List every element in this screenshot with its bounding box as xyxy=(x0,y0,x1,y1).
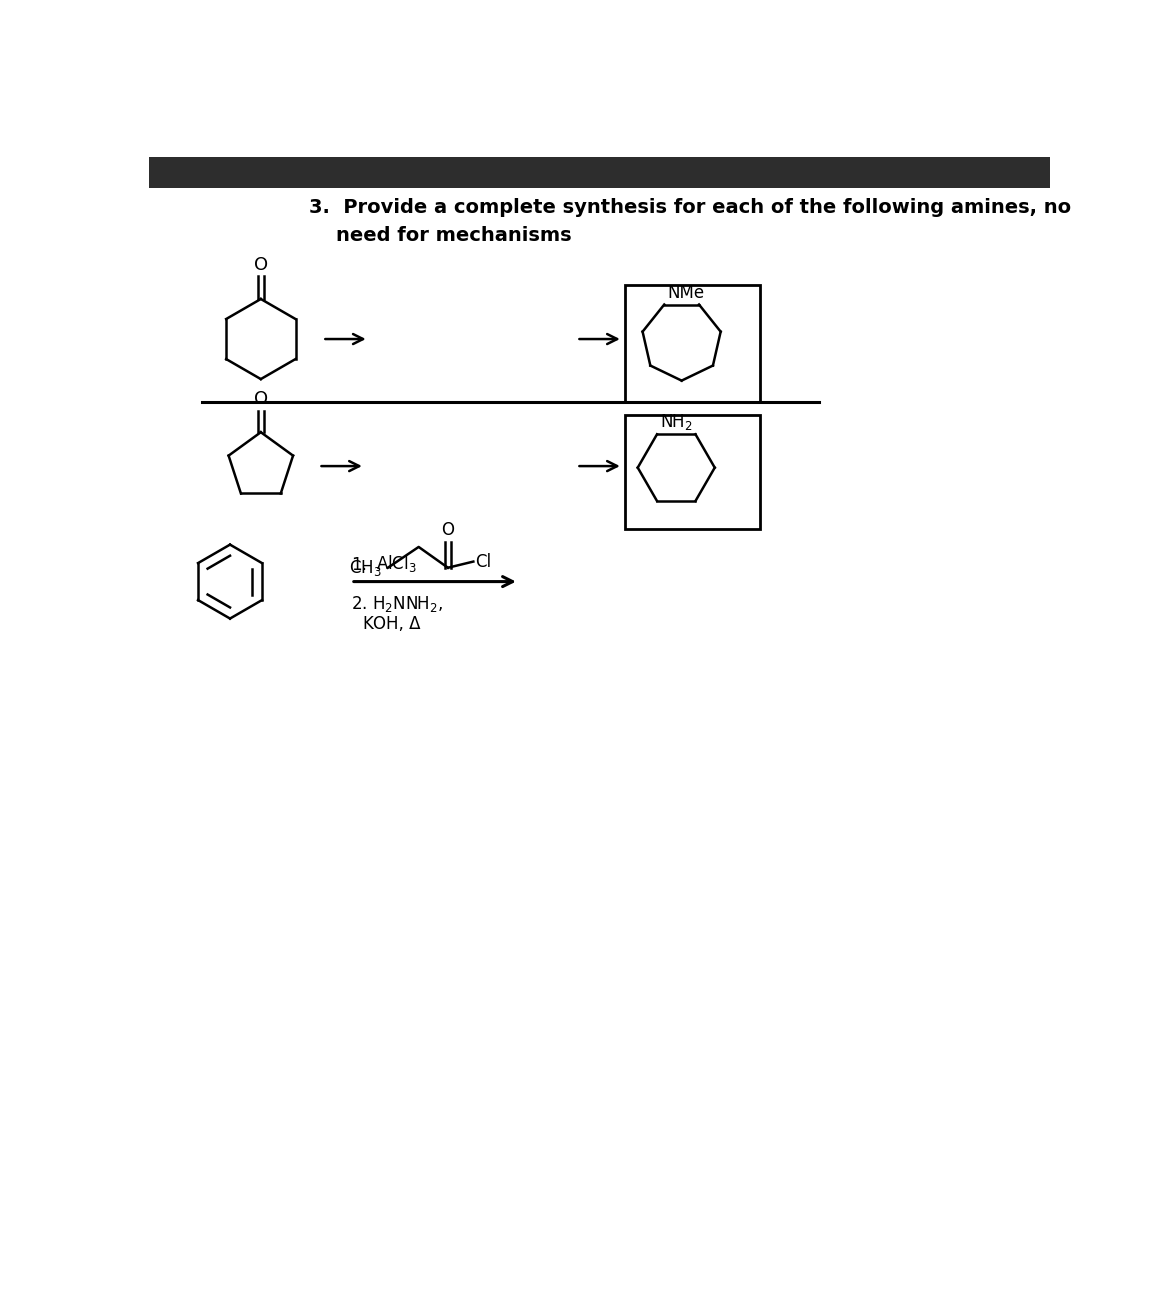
Text: O: O xyxy=(254,391,268,408)
Text: O: O xyxy=(441,522,454,539)
Text: CH$_3$: CH$_3$ xyxy=(349,558,381,578)
Bar xyxy=(150,157,1051,187)
Text: Cl: Cl xyxy=(475,552,491,570)
Text: KOH, Δ: KOH, Δ xyxy=(363,615,421,633)
Text: O: O xyxy=(254,256,268,274)
Text: 2. H$_2$NNH$_2$,: 2. H$_2$NNH$_2$, xyxy=(351,594,443,614)
Text: NMe: NMe xyxy=(667,284,704,303)
Text: AlCl$_3$: AlCl$_3$ xyxy=(377,553,418,574)
Bar xyxy=(625,284,759,402)
Text: NH$_2$: NH$_2$ xyxy=(660,412,693,433)
Bar xyxy=(625,416,759,530)
Text: 1.: 1. xyxy=(351,556,366,574)
Text: need for mechanisms: need for mechanisms xyxy=(309,225,572,245)
Text: 3.  Provide a complete synthesis for each of the following amines, no: 3. Provide a complete synthesis for each… xyxy=(309,198,1072,218)
